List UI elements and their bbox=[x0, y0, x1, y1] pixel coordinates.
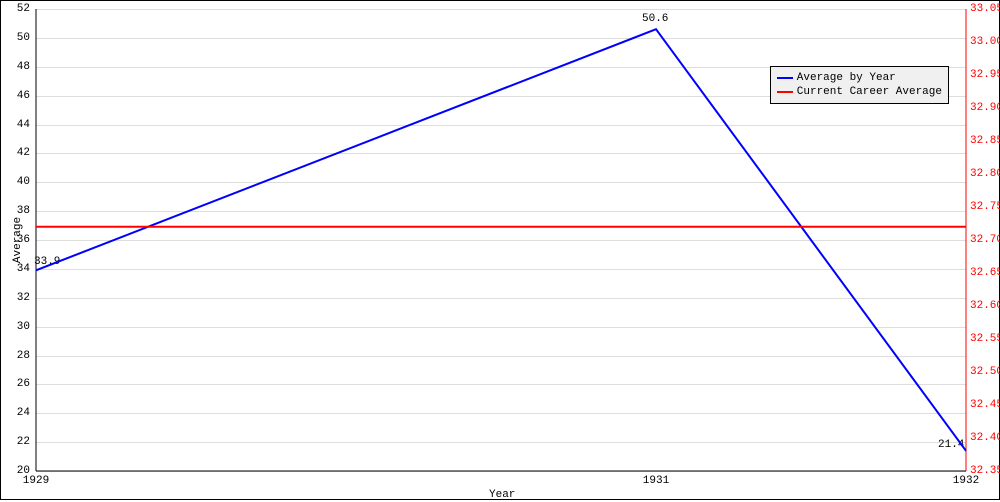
chart-svg bbox=[1, 1, 1000, 501]
chart-container: Average Year Average by YearCurrent Care… bbox=[0, 0, 1000, 500]
series-line bbox=[36, 29, 966, 451]
